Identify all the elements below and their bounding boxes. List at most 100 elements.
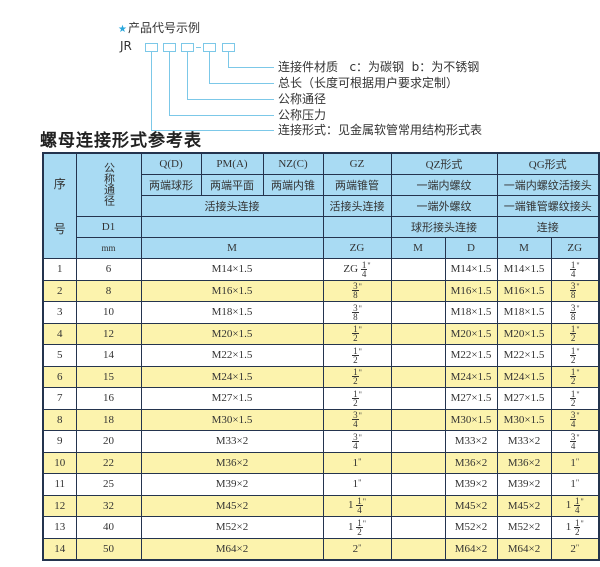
fraction-numerator: 1	[352, 324, 359, 335]
leader-line	[169, 115, 274, 116]
inch-mark: "	[358, 411, 362, 421]
cell-seq: 10	[42, 451, 77, 474]
cell-qg-m: M52×2	[496, 516, 552, 539]
cell-seq: 14	[42, 537, 77, 561]
cell-qg-zg: 1 2 "	[550, 387, 600, 410]
inch-mark: "	[576, 325, 580, 335]
cell-qg-m: M18×1.5	[496, 301, 552, 324]
header-seq-top: 序	[53, 177, 66, 191]
table-row: 9 20 M33×2 3 4 " M33×2 M33×2 3 4 "	[42, 430, 600, 453]
cell-qg-zg: 1 1 2 "	[550, 516, 600, 539]
fraction-denominator: 8	[353, 290, 358, 301]
inch-mark: "	[358, 346, 362, 356]
header-conn-qz: 一端外螺纹	[390, 195, 498, 217]
cell-qz-d: M20×1.5	[444, 322, 498, 345]
header-unit-mm: mm	[75, 237, 142, 259]
cell-m: M45×2	[140, 494, 324, 517]
header-seq-bottom: 号	[53, 222, 66, 236]
inch-mark: "	[576, 389, 580, 399]
inch-mark: "	[576, 411, 580, 421]
zg-prefix: 1	[352, 456, 359, 469]
cell-m: M16×1.5	[140, 279, 324, 302]
table-row: 12 32 M45×2 1 1 4 " M45×2 M45×2 1 1 4 "	[42, 494, 600, 517]
table-row: 7 16 M27×1.5 1 2 " M27×1.5 M27×1.5 1 2 "	[42, 387, 600, 410]
code-box-pressure	[163, 43, 176, 52]
cell-qg-zg: 1 1 4 "	[550, 494, 600, 517]
fraction-numerator: 1	[569, 367, 577, 378]
cell-qz-d: M33×2	[444, 430, 498, 453]
cell-qz-m	[390, 322, 446, 345]
cell-qg-zg: 3 4 "	[550, 430, 600, 453]
fraction-denominator: 2	[353, 397, 358, 408]
code-separator	[196, 47, 201, 48]
header-type-q: Q(D)	[140, 152, 202, 175]
fraction-denominator: 2	[357, 526, 362, 537]
inch-mark: "	[358, 325, 362, 335]
cell-seq: 1	[42, 258, 77, 281]
cell-qg-m: M45×2	[496, 494, 552, 517]
fraction-denominator: 2	[353, 376, 358, 387]
inch-mark: "	[576, 260, 580, 270]
inch-mark: "	[358, 368, 362, 378]
fraction-numerator: 1	[569, 324, 577, 335]
header-empty	[322, 216, 392, 238]
cell-dn: 10	[75, 301, 142, 324]
fraction-numerator: 1	[356, 517, 363, 528]
inch-mark: "	[362, 497, 366, 507]
cell-qg-zg: 3 8 "	[550, 301, 600, 324]
cell-qz-d: M45×2	[444, 494, 498, 517]
leader-line	[151, 52, 152, 130]
inch-mark: "	[575, 456, 580, 466]
cell-qz-d: M36×2	[444, 451, 498, 474]
cell-qz-m	[390, 301, 446, 324]
cell-qz-d: M18×1.5	[444, 301, 498, 324]
fraction-denominator: 2	[353, 333, 358, 344]
code-box-diameter	[181, 43, 194, 52]
cell-dn: 40	[75, 516, 142, 539]
cell-dn: 20	[75, 430, 142, 453]
inch-mark: "	[358, 389, 362, 399]
leader-line	[187, 99, 274, 100]
cell-dn: 50	[75, 537, 142, 561]
cell-zg: 1"	[322, 473, 392, 496]
label-material: 连接件材质 c：为碳钢 b：为不锈钢	[278, 60, 480, 74]
cell-qz-d: M14×1.5	[444, 258, 498, 281]
header-desc-qg: 一端内螺纹活接头	[496, 174, 600, 196]
table-title: 螺母连接形式参考表	[40, 131, 202, 151]
cell-zg: 1 1 4 "	[322, 494, 392, 517]
cell-qg-m: M22×1.5	[496, 344, 552, 367]
header-empty	[140, 216, 324, 238]
leader-line	[151, 130, 274, 131]
header-col-qz-d: D	[444, 237, 498, 259]
header-conn-gz: 活接头连接	[322, 195, 392, 217]
fraction-numerator: 1	[569, 345, 577, 356]
cell-qg-zg: 1 2 "	[550, 344, 600, 367]
header-type-gz: GZ	[322, 152, 392, 175]
cell-m: M36×2	[140, 451, 324, 474]
cell-dn: 6	[75, 258, 142, 281]
fraction-denominator: 2	[353, 354, 358, 365]
cell-qz-d: M39×2	[444, 473, 498, 496]
header-col-qz-m: M	[390, 237, 446, 259]
cell-dn: 12	[75, 322, 142, 345]
inch-mark: "	[576, 303, 580, 313]
cell-qg-m: M30×1.5	[496, 408, 552, 431]
inch-mark: "	[580, 497, 584, 507]
cell-m: M52×2	[140, 516, 324, 539]
cell-qg-zg: 2"	[550, 537, 600, 561]
header-nominal-diameter: 公称通径	[75, 152, 142, 217]
header-desc-pm: 两端平面	[200, 174, 264, 196]
cell-zg: 3 8 "	[322, 301, 392, 324]
fraction-numerator: 3	[352, 410, 359, 421]
table-row: 1 6 M14×1.5 ZG 1 4 " M14×1.5 M14×1.5 1 4 "	[42, 258, 600, 281]
header-desc-nz: 两端内锥	[262, 174, 324, 196]
